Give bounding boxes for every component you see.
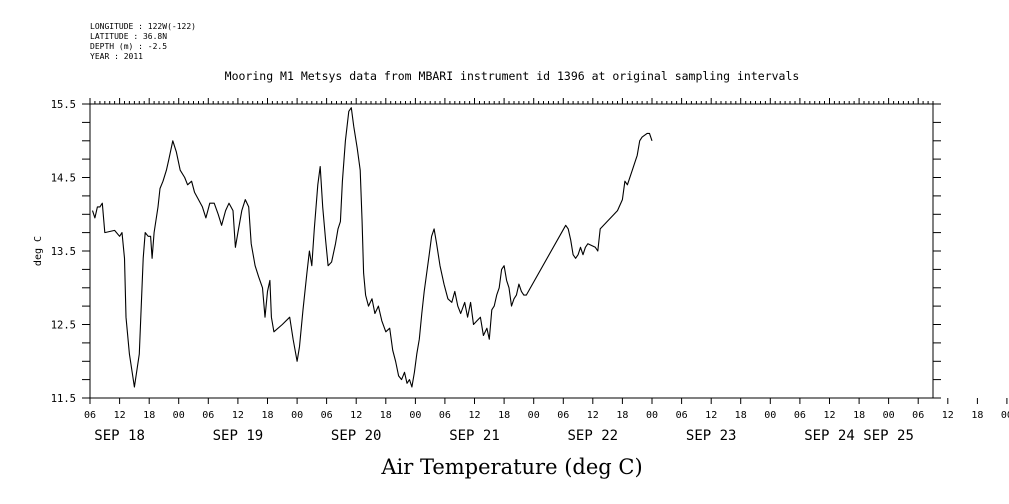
y-tick-label: 11.5 [51, 393, 76, 405]
x-hour-label: 12 [823, 410, 835, 421]
data-layer [91, 107, 653, 388]
x-hour-label: 06 [321, 410, 333, 421]
x-hour-label: 18 [971, 410, 983, 421]
temperature-series-line [91, 107, 653, 388]
x-hour-label: 06 [794, 410, 806, 421]
chart-title: Mooring M1 Metsys data from MBARI instru… [225, 69, 800, 83]
x-hour-label: 00 [646, 410, 658, 421]
x-hour-label: 12 [468, 410, 480, 421]
x-hour-label: 00 [528, 410, 540, 421]
plot-frame [89, 103, 934, 399]
y-tick-label: 12.5 [51, 320, 76, 332]
meta-longitude: LONGITUDE : 122W(-122) [90, 22, 196, 31]
x-hour-label: 00 [409, 410, 421, 421]
x-date-label: SEP 18 [94, 428, 145, 444]
x-hour-label: 12 [114, 410, 126, 421]
x-hour-label: 00 [1001, 410, 1009, 421]
x-hour-label: 18 [616, 410, 628, 421]
x-hour-label: 12 [587, 410, 599, 421]
x-hour-label: 00 [883, 410, 895, 421]
x-hour-label: 18 [261, 410, 273, 421]
meta-depth: DEPTH (m) : -2.5 [90, 42, 167, 51]
meta-year: YEAR : 2011 [90, 52, 143, 61]
x-hour-label: 12 [232, 410, 244, 421]
x-hour-label: 06 [557, 410, 569, 421]
x-hour-label: 18 [735, 410, 747, 421]
x-date-label: SEP 21 [449, 428, 500, 444]
x-axis-label: Air Temperature (deg C) [380, 455, 642, 479]
x-hour-label: 00 [173, 410, 185, 421]
x-hour-label: 12 [705, 410, 717, 421]
y-tick-label: 14.5 [51, 173, 76, 185]
x-hour-label: 18 [143, 410, 155, 421]
x-hour-label: 06 [676, 410, 688, 421]
y-tick-label: 15.5 [51, 99, 76, 111]
x-date-label: SEP 20 [331, 428, 382, 444]
y-tick-label: 13.5 [51, 246, 76, 258]
x-hour-label: 06 [439, 410, 451, 421]
x-hour-label: 18 [498, 410, 510, 421]
x-date-label: SEP 19 [213, 428, 264, 444]
y-axis-label: deg C [33, 236, 44, 266]
x-hour-label: 18 [853, 410, 865, 421]
x-hour-label: 00 [291, 410, 303, 421]
x-date-label: SEP 22 [568, 428, 619, 444]
x-date-label: SEP 23 [686, 428, 737, 444]
x-hour-label: 06 [202, 410, 214, 421]
x-date-label: SEP 24 [804, 428, 855, 444]
x-hour-label: 06 [84, 410, 96, 421]
x-hour-label: 18 [380, 410, 392, 421]
x-date-label: SEP 25 [863, 428, 914, 444]
meta-latitude: LATITUDE : 36.8N [90, 32, 167, 41]
x-hour-label: 12 [942, 410, 954, 421]
x-hour-label: 00 [764, 410, 776, 421]
x-axis-layer: 06 12 18 00 06 12 18 00 06 12 18 00 06 12 18 00 06 12 18 00… [84, 98, 1009, 444]
x-hour-label: 06 [912, 410, 924, 421]
axis-layer: 11.5 12.5 13.5 14.5 15.5 [51, 99, 941, 405]
x-hour-label: 12 [350, 410, 362, 421]
